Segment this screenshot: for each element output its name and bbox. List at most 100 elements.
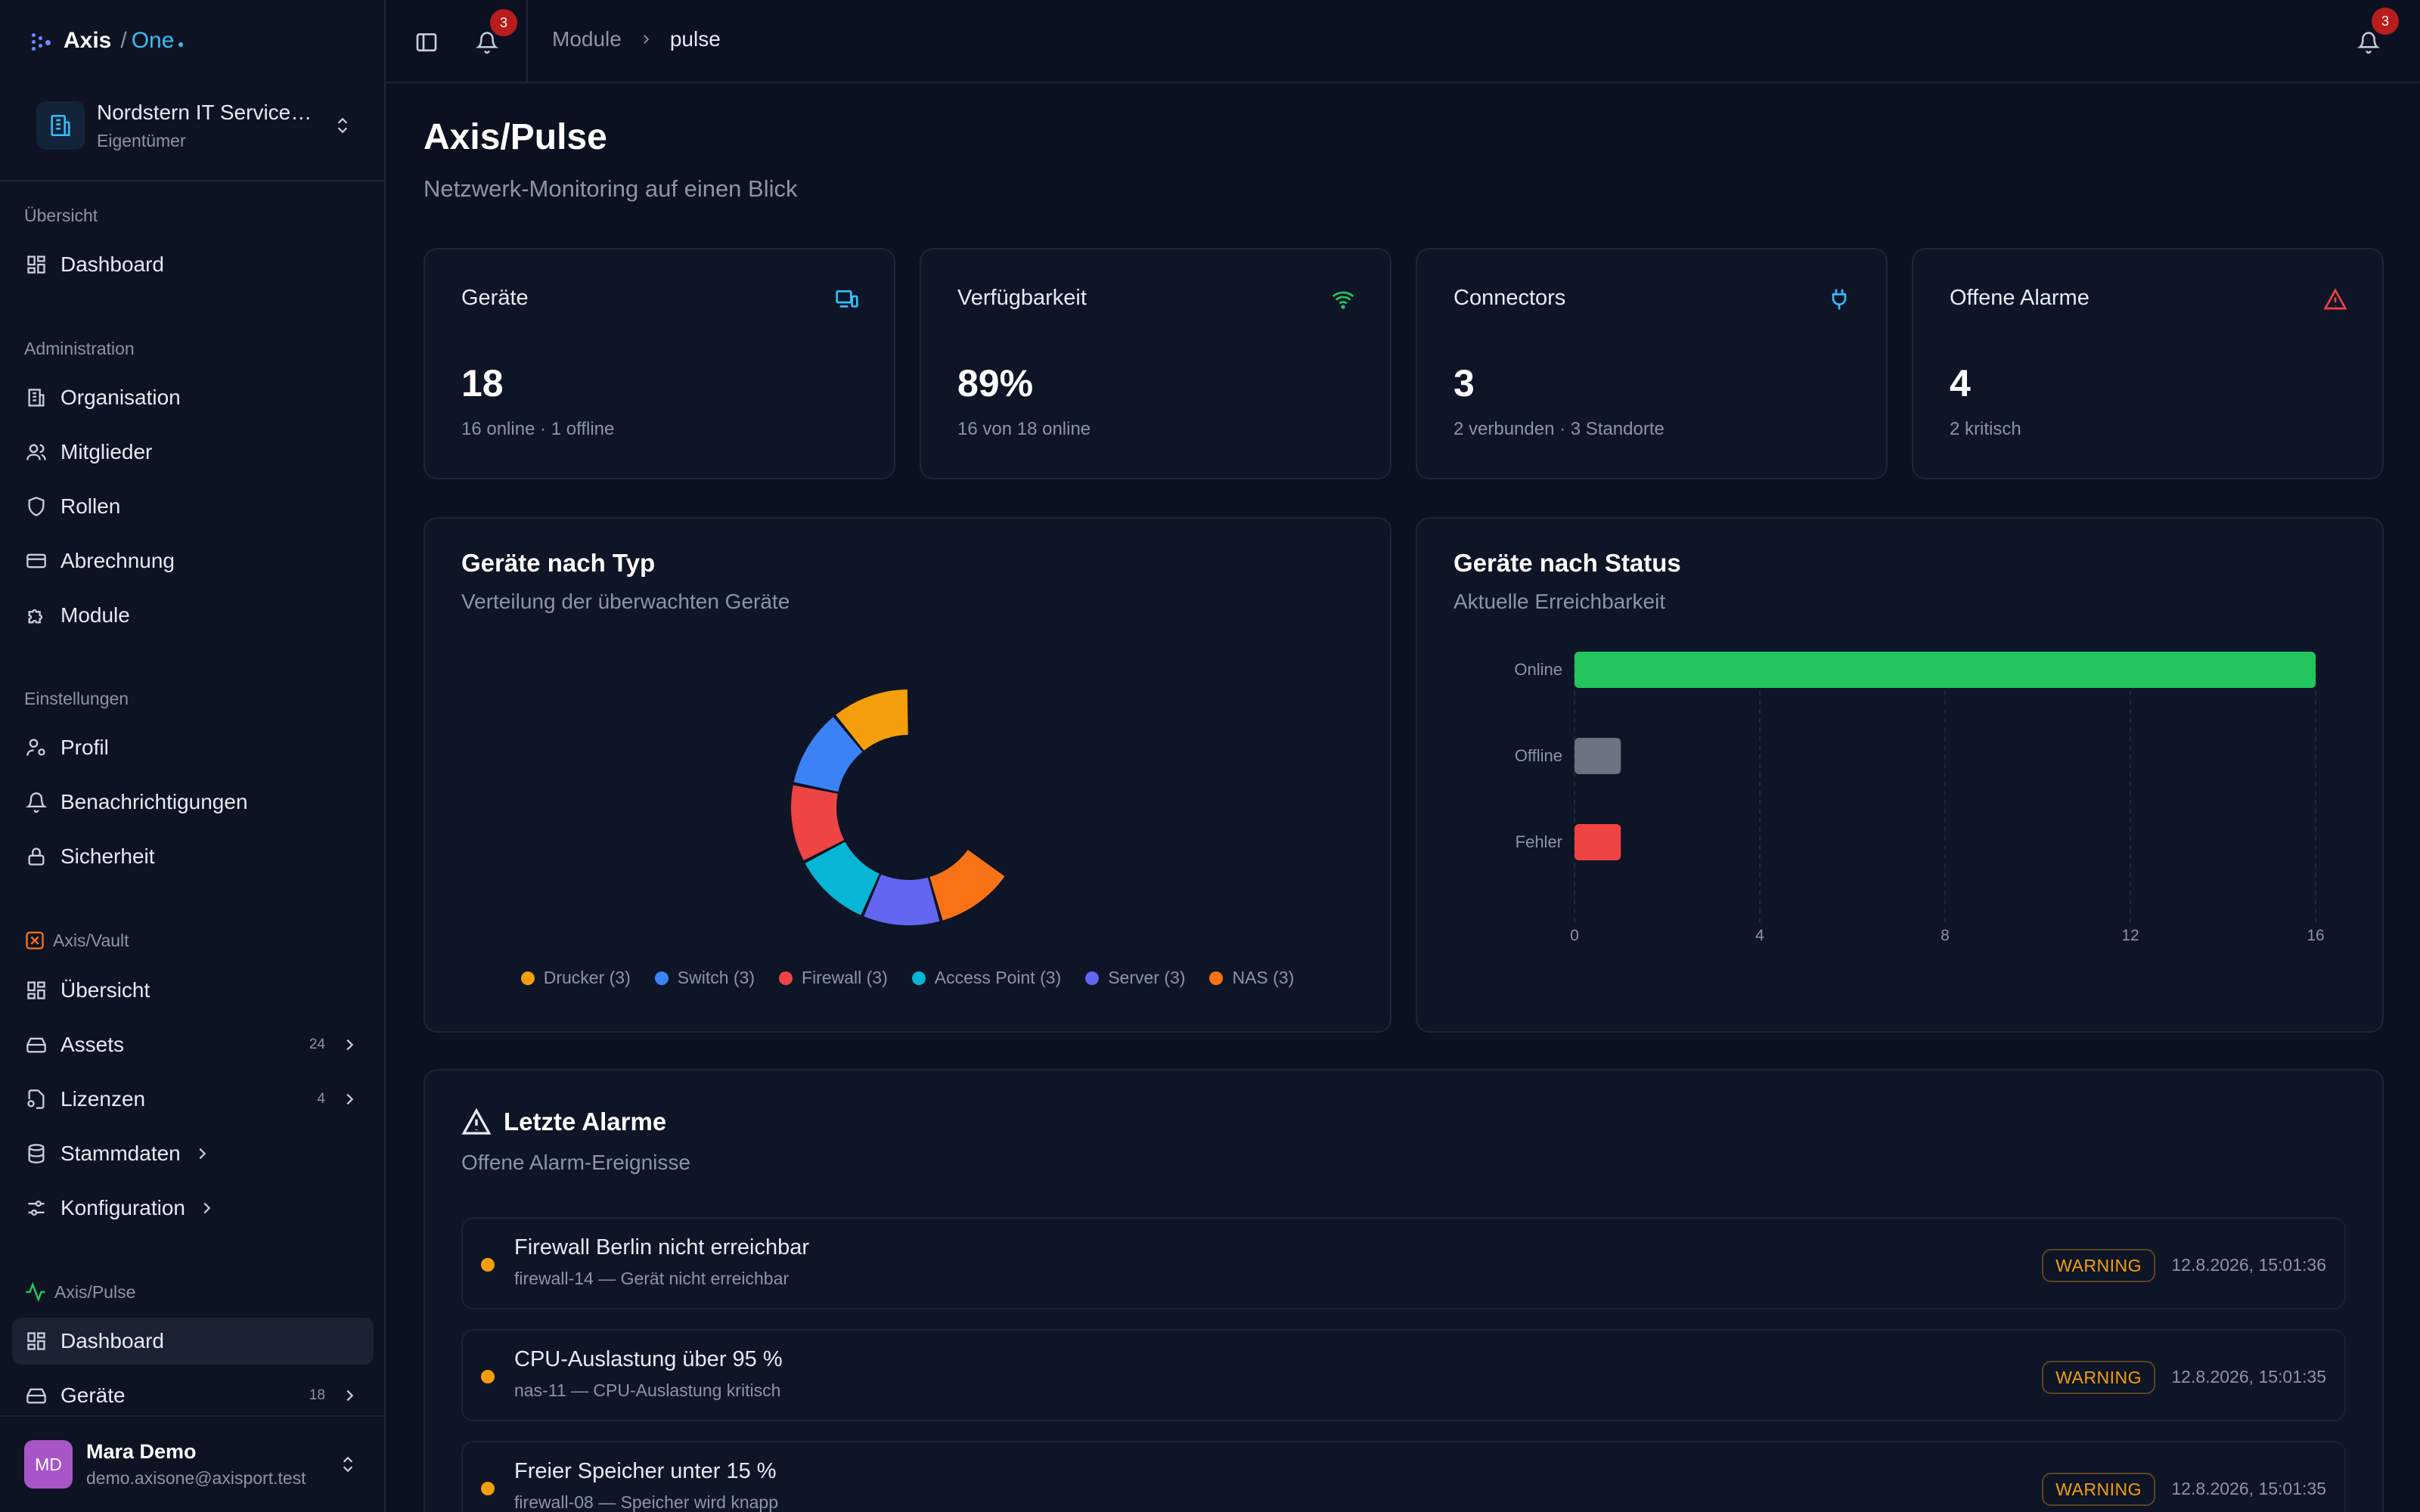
sidebar-item-module[interactable]: Module [12, 592, 374, 639]
stat-card-connectors: Connectors 3 2 verbunden · 3 Standorte [1416, 248, 1888, 479]
x-tick-label: 0 [1570, 927, 1579, 944]
severity-badge: WARNING [2042, 1473, 2155, 1506]
chevron-right-icon[interactable] [197, 1199, 216, 1217]
severity-badge: WARNING [2042, 1249, 2155, 1282]
sidebar-item-label: Profil [60, 736, 109, 759]
alarm-row[interactable]: CPU-Auslastung über 95 % nas-11 — CPU-Au… [461, 1329, 2346, 1421]
panel-letzte-alarme: Letzte Alarme Offene Alarm-Ereignisse Fi… [424, 1069, 2384, 1512]
org-switcher[interactable]: Nordstern IT Service… Eigentümer [36, 97, 354, 154]
sidebar-item-abrechnung[interactable]: Abrechnung [12, 538, 374, 584]
alarm-description: nas-11 — CPU-Auslastung kritisch [514, 1380, 781, 1400]
dashboard-icon [24, 1329, 48, 1353]
legend-item[interactable]: Switch (3) [654, 968, 755, 988]
section-label-overview: Übersicht [24, 206, 98, 225]
sidebar-item-label: Stammdaten [60, 1142, 181, 1165]
puzzle-icon [24, 603, 48, 627]
legend-swatch [1209, 971, 1224, 985]
legend-label: Drucker (3) [543, 968, 631, 987]
section-label-vault: Axis/Vault [24, 930, 129, 951]
sidebar-item-label: Übersicht [60, 978, 150, 1002]
sidebar-item-assets[interactable]: Assets 24 [12, 1021, 374, 1068]
sidebar-toggle-button[interactable] [410, 26, 443, 59]
sidebar-item-lizenzen[interactable]: Lizenzen 4 [12, 1076, 374, 1123]
alarm-row[interactable]: Freier Speicher unter 15 % firewall-08 —… [461, 1441, 2346, 1512]
panel-geraete-nach-typ: Geräte nach Typ Verteilung der überwacht… [424, 517, 1392, 1033]
sidebar-item-mitglieder[interactable]: Mitglieder [12, 429, 374, 476]
users-icon [24, 440, 48, 464]
donut-slice-switch[interactable] [793, 717, 863, 792]
sidebar-item-stammdaten[interactable]: Stammdaten [12, 1130, 374, 1177]
sidebar-item-konfiguration[interactable]: Konfiguration [12, 1185, 374, 1232]
sidebar-item-pulse-dashboard[interactable]: Dashboard [12, 1318, 374, 1365]
notification-badge-right: 3 [2372, 8, 2399, 35]
sidebar-item-vault-uebersicht[interactable]: Übersicht [12, 967, 374, 1014]
legend-item[interactable]: Firewall (3) [779, 968, 888, 988]
bell-icon [24, 790, 48, 814]
chevron-right-icon[interactable] [340, 1387, 358, 1405]
donut-slice-nas[interactable] [929, 850, 1005, 921]
alarm-row[interactable]: Firewall Berlin nicht erreichbar firewal… [461, 1217, 2346, 1309]
stat-title: Connectors [1454, 286, 1566, 310]
legend-label: Firewall (3) [802, 968, 888, 987]
notifications-button-right[interactable] [2352, 26, 2385, 59]
sidebar-item-rollen[interactable]: Rollen [12, 483, 374, 530]
stat-card-geraete: Geräte 18 16 online · 1 offline [424, 248, 895, 479]
sidebar-item-label: Assets [60, 1033, 125, 1056]
stat-card-offene-alarme: Offene Alarme 4 2 kritisch [1912, 248, 2384, 479]
sidebar-item-benachrichtigungen[interactable]: Benachrichtigungen [12, 779, 374, 826]
breadcrumb-module-link[interactable]: Module [552, 27, 622, 51]
geraete-count: 18 [309, 1387, 325, 1403]
legend-item[interactable]: Drucker (3) [520, 968, 631, 988]
stat-value: 89% [957, 362, 1034, 404]
lizenzen-count: 4 [317, 1091, 325, 1107]
legend-item[interactable]: Server (3) [1085, 968, 1185, 988]
legend-item[interactable]: NAS (3) [1209, 968, 1294, 988]
user-cog-icon [24, 736, 48, 760]
credit-card-icon [24, 549, 48, 573]
y-category-label: Fehler [1516, 832, 1562, 851]
wifi-icon [1329, 286, 1357, 313]
breadcrumb-current: pulse [669, 27, 721, 51]
app-logo[interactable]: Axis / One [30, 26, 184, 56]
sidebar-item-organisation[interactable]: Organisation [12, 374, 374, 421]
building-icon [24, 386, 48, 410]
panel-title: Geräte nach Status [1454, 549, 1681, 577]
user-menu[interactable]: MD Mara Demo demo.axisone@axisport.test [0, 1415, 386, 1512]
notifications-button[interactable] [470, 26, 504, 59]
legend-label: Access Point (3) [934, 968, 1062, 987]
brand-product: One [131, 28, 175, 53]
sidebar-item-label: Geräte [60, 1383, 126, 1407]
chevron-right-icon[interactable] [340, 1036, 358, 1054]
sidebar-item-profil[interactable]: Profil [12, 724, 374, 771]
legend-label: NAS (3) [1232, 968, 1295, 987]
chevron-right-icon[interactable] [340, 1090, 358, 1108]
activity-icon [24, 1281, 47, 1303]
donut-chart [791, 689, 1005, 925]
bar-offline[interactable] [1575, 738, 1621, 774]
sidebar-item-dashboard[interactable]: Dashboard [12, 241, 374, 288]
donut-slice-drucker[interactable] [836, 689, 908, 751]
sidebar-item-sicherheit[interactable]: Sicherheit [12, 833, 374, 880]
donut-slice-firewall[interactable] [791, 785, 845, 861]
alert-triangle-icon [461, 1107, 492, 1137]
x-tick-label: 16 [2307, 927, 2324, 944]
chevron-right-icon[interactable] [193, 1145, 211, 1163]
section-label-pulse: Axis/Pulse [24, 1281, 135, 1303]
legend-item[interactable]: Access Point (3) [911, 968, 1062, 988]
legend-swatch [1085, 971, 1100, 985]
section-label-vault-text: Axis/Vault [53, 930, 129, 950]
bar-online[interactable] [1575, 652, 2316, 688]
org-name: Nordstern IT Service… [97, 100, 312, 124]
bar-fehler[interactable] [1575, 824, 1621, 860]
sidebar-item-geraete[interactable]: Geräte 18 [12, 1372, 374, 1419]
dashboard-icon [24, 978, 48, 1002]
donut-slice-server[interactable] [864, 874, 940, 925]
sidebar-item-label: Mitglieder [60, 440, 153, 463]
x-tick-label: 12 [2121, 927, 2139, 944]
bar-chart: 0 4 8 12 16 Online Offline Fehler [1514, 652, 2325, 944]
donut-slice-access-point[interactable] [805, 841, 880, 916]
stat-value: 18 [461, 362, 504, 404]
chart-legend: Drucker (3) Switch (3) Firewall (3) Access … [425, 968, 1390, 988]
avatar: MD [24, 1440, 73, 1489]
stat-detail: 2 kritisch [1950, 419, 2021, 439]
